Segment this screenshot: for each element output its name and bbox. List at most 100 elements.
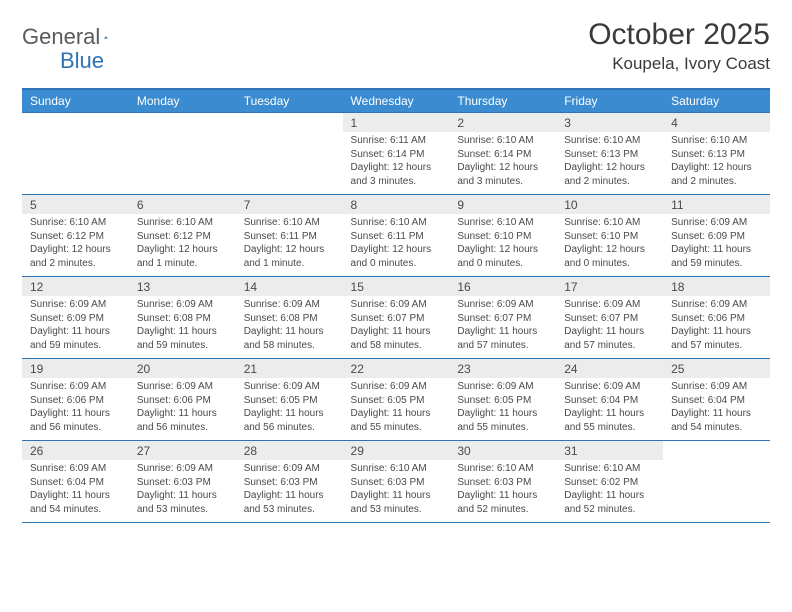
- daylight-line: Daylight: 11 hours and 59 minutes.: [671, 243, 762, 270]
- sunrise-line: Sunrise: 6:09 AM: [137, 380, 228, 394]
- week-2-details-row: Sunrise: 6:10 AMSunset: 6:12 PMDaylight:…: [22, 214, 770, 277]
- day-details-cell: Sunrise: 6:09 AMSunset: 6:08 PMDaylight:…: [236, 296, 343, 359]
- sunrise-line: Sunrise: 6:09 AM: [564, 380, 655, 394]
- day-details-cell: Sunrise: 6:09 AMSunset: 6:06 PMDaylight:…: [129, 378, 236, 441]
- week-4-details-row: Sunrise: 6:09 AMSunset: 6:06 PMDaylight:…: [22, 378, 770, 441]
- daylight-line: Daylight: 11 hours and 58 minutes.: [351, 325, 442, 352]
- daylight-line: Daylight: 11 hours and 57 minutes.: [457, 325, 548, 352]
- daylight-line: Daylight: 12 hours and 0 minutes.: [564, 243, 655, 270]
- sunrise-line: Sunrise: 6:09 AM: [671, 298, 762, 312]
- day-number-cell: 4: [663, 113, 770, 133]
- day-number-cell: 21: [236, 359, 343, 379]
- day-number-cell: 25: [663, 359, 770, 379]
- sunrise-line: Sunrise: 6:09 AM: [351, 298, 442, 312]
- day-number-cell: 10: [556, 195, 663, 215]
- sunset-line: Sunset: 6:11 PM: [351, 230, 442, 244]
- week-5-daynum-row: 262728293031: [22, 441, 770, 461]
- daylight-line: Daylight: 11 hours and 58 minutes.: [244, 325, 335, 352]
- sunset-line: Sunset: 6:10 PM: [564, 230, 655, 244]
- day-details-cell: Sunrise: 6:09 AMSunset: 6:05 PMDaylight:…: [449, 378, 556, 441]
- sunset-line: Sunset: 6:03 PM: [457, 476, 548, 490]
- sunset-line: Sunset: 6:02 PM: [564, 476, 655, 490]
- daylight-line: Daylight: 11 hours and 56 minutes.: [244, 407, 335, 434]
- sunrise-line: Sunrise: 6:10 AM: [564, 134, 655, 148]
- sunrise-line: Sunrise: 6:10 AM: [351, 216, 442, 230]
- sunrise-line: Sunrise: 6:09 AM: [244, 298, 335, 312]
- daylight-line: Daylight: 11 hours and 56 minutes.: [137, 407, 228, 434]
- day-number-cell: 15: [343, 277, 450, 297]
- daylight-line: Daylight: 11 hours and 54 minutes.: [30, 489, 121, 516]
- sunrise-line: Sunrise: 6:10 AM: [457, 134, 548, 148]
- day-number-cell: 9: [449, 195, 556, 215]
- daylight-line: Daylight: 12 hours and 1 minute.: [137, 243, 228, 270]
- day-header-row: SundayMondayTuesdayWednesdayThursdayFrid…: [22, 89, 770, 113]
- daylight-line: Daylight: 11 hours and 55 minutes.: [351, 407, 442, 434]
- week-3-details-row: Sunrise: 6:09 AMSunset: 6:09 PMDaylight:…: [22, 296, 770, 359]
- week-4-daynum-row: 19202122232425: [22, 359, 770, 379]
- day-details-cell: Sunrise: 6:11 AMSunset: 6:14 PMDaylight:…: [343, 132, 450, 195]
- daylight-line: Daylight: 11 hours and 52 minutes.: [564, 489, 655, 516]
- daylight-line: Daylight: 12 hours and 3 minutes.: [457, 161, 548, 188]
- day-details-cell: Sunrise: 6:10 AMSunset: 6:13 PMDaylight:…: [556, 132, 663, 195]
- day-details-cell: Sunrise: 6:10 AMSunset: 6:10 PMDaylight:…: [556, 214, 663, 277]
- day-details-cell: Sunrise: 6:10 AMSunset: 6:13 PMDaylight:…: [663, 132, 770, 195]
- day-details-cell: Sunrise: 6:10 AMSunset: 6:12 PMDaylight:…: [129, 214, 236, 277]
- day-number-cell: [22, 113, 129, 133]
- day-details-cell: [236, 132, 343, 195]
- day-details-cell: Sunrise: 6:09 AMSunset: 6:08 PMDaylight:…: [129, 296, 236, 359]
- day-details-cell: Sunrise: 6:09 AMSunset: 6:04 PMDaylight:…: [663, 378, 770, 441]
- day-details-cell: Sunrise: 6:10 AMSunset: 6:03 PMDaylight:…: [449, 460, 556, 523]
- day-details-cell: Sunrise: 6:10 AMSunset: 6:02 PMDaylight:…: [556, 460, 663, 523]
- day-number-cell: 28: [236, 441, 343, 461]
- sunset-line: Sunset: 6:06 PM: [137, 394, 228, 408]
- sunrise-line: Sunrise: 6:09 AM: [671, 380, 762, 394]
- daylight-line: Daylight: 11 hours and 52 minutes.: [457, 489, 548, 516]
- day-number-cell: 29: [343, 441, 450, 461]
- day-details-cell: Sunrise: 6:10 AMSunset: 6:11 PMDaylight:…: [343, 214, 450, 277]
- daylight-line: Daylight: 11 hours and 59 minutes.: [137, 325, 228, 352]
- week-5-details-row: Sunrise: 6:09 AMSunset: 6:04 PMDaylight:…: [22, 460, 770, 523]
- day-number-cell: [129, 113, 236, 133]
- daylight-line: Daylight: 12 hours and 2 minutes.: [564, 161, 655, 188]
- sunrise-line: Sunrise: 6:09 AM: [137, 462, 228, 476]
- day-details-cell: [663, 460, 770, 523]
- sunrise-line: Sunrise: 6:09 AM: [457, 380, 548, 394]
- calendar-body: 1234 Sunrise: 6:11 AMSunset: 6:14 PMDayl…: [22, 113, 770, 523]
- sunset-line: Sunset: 6:03 PM: [351, 476, 442, 490]
- daylight-line: Daylight: 11 hours and 57 minutes.: [564, 325, 655, 352]
- sunrise-line: Sunrise: 6:09 AM: [30, 298, 121, 312]
- day-header-sunday: Sunday: [22, 89, 129, 113]
- day-header-tuesday: Tuesday: [236, 89, 343, 113]
- daylight-line: Daylight: 11 hours and 53 minutes.: [244, 489, 335, 516]
- day-number-cell: 11: [663, 195, 770, 215]
- calendar-table: SundayMondayTuesdayWednesdayThursdayFrid…: [22, 88, 770, 523]
- sunrise-line: Sunrise: 6:09 AM: [671, 216, 762, 230]
- sunset-line: Sunset: 6:08 PM: [244, 312, 335, 326]
- week-1-daynum-row: 1234: [22, 113, 770, 133]
- day-number-cell: 2: [449, 113, 556, 133]
- sunset-line: Sunset: 6:06 PM: [30, 394, 121, 408]
- day-header-wednesday: Wednesday: [343, 89, 450, 113]
- day-details-cell: Sunrise: 6:10 AMSunset: 6:12 PMDaylight:…: [22, 214, 129, 277]
- sunset-line: Sunset: 6:05 PM: [244, 394, 335, 408]
- week-3-daynum-row: 12131415161718: [22, 277, 770, 297]
- day-number-cell: 8: [343, 195, 450, 215]
- day-number-cell: 14: [236, 277, 343, 297]
- daylight-line: Daylight: 11 hours and 55 minutes.: [457, 407, 548, 434]
- sunrise-line: Sunrise: 6:09 AM: [457, 298, 548, 312]
- daylight-line: Daylight: 12 hours and 0 minutes.: [457, 243, 548, 270]
- sunset-line: Sunset: 6:05 PM: [457, 394, 548, 408]
- sunset-line: Sunset: 6:09 PM: [671, 230, 762, 244]
- day-number-cell: 24: [556, 359, 663, 379]
- day-header-saturday: Saturday: [663, 89, 770, 113]
- day-number-cell: 17: [556, 277, 663, 297]
- day-details-cell: Sunrise: 6:09 AMSunset: 6:06 PMDaylight:…: [22, 378, 129, 441]
- daylight-line: Daylight: 11 hours and 55 minutes.: [564, 407, 655, 434]
- day-details-cell: Sunrise: 6:09 AMSunset: 6:09 PMDaylight:…: [663, 214, 770, 277]
- day-number-cell: [236, 113, 343, 133]
- sunrise-line: Sunrise: 6:11 AM: [351, 134, 442, 148]
- logo-mark-icon: [104, 28, 108, 46]
- sunrise-line: Sunrise: 6:09 AM: [351, 380, 442, 394]
- sunset-line: Sunset: 6:14 PM: [457, 148, 548, 162]
- sunset-line: Sunset: 6:12 PM: [137, 230, 228, 244]
